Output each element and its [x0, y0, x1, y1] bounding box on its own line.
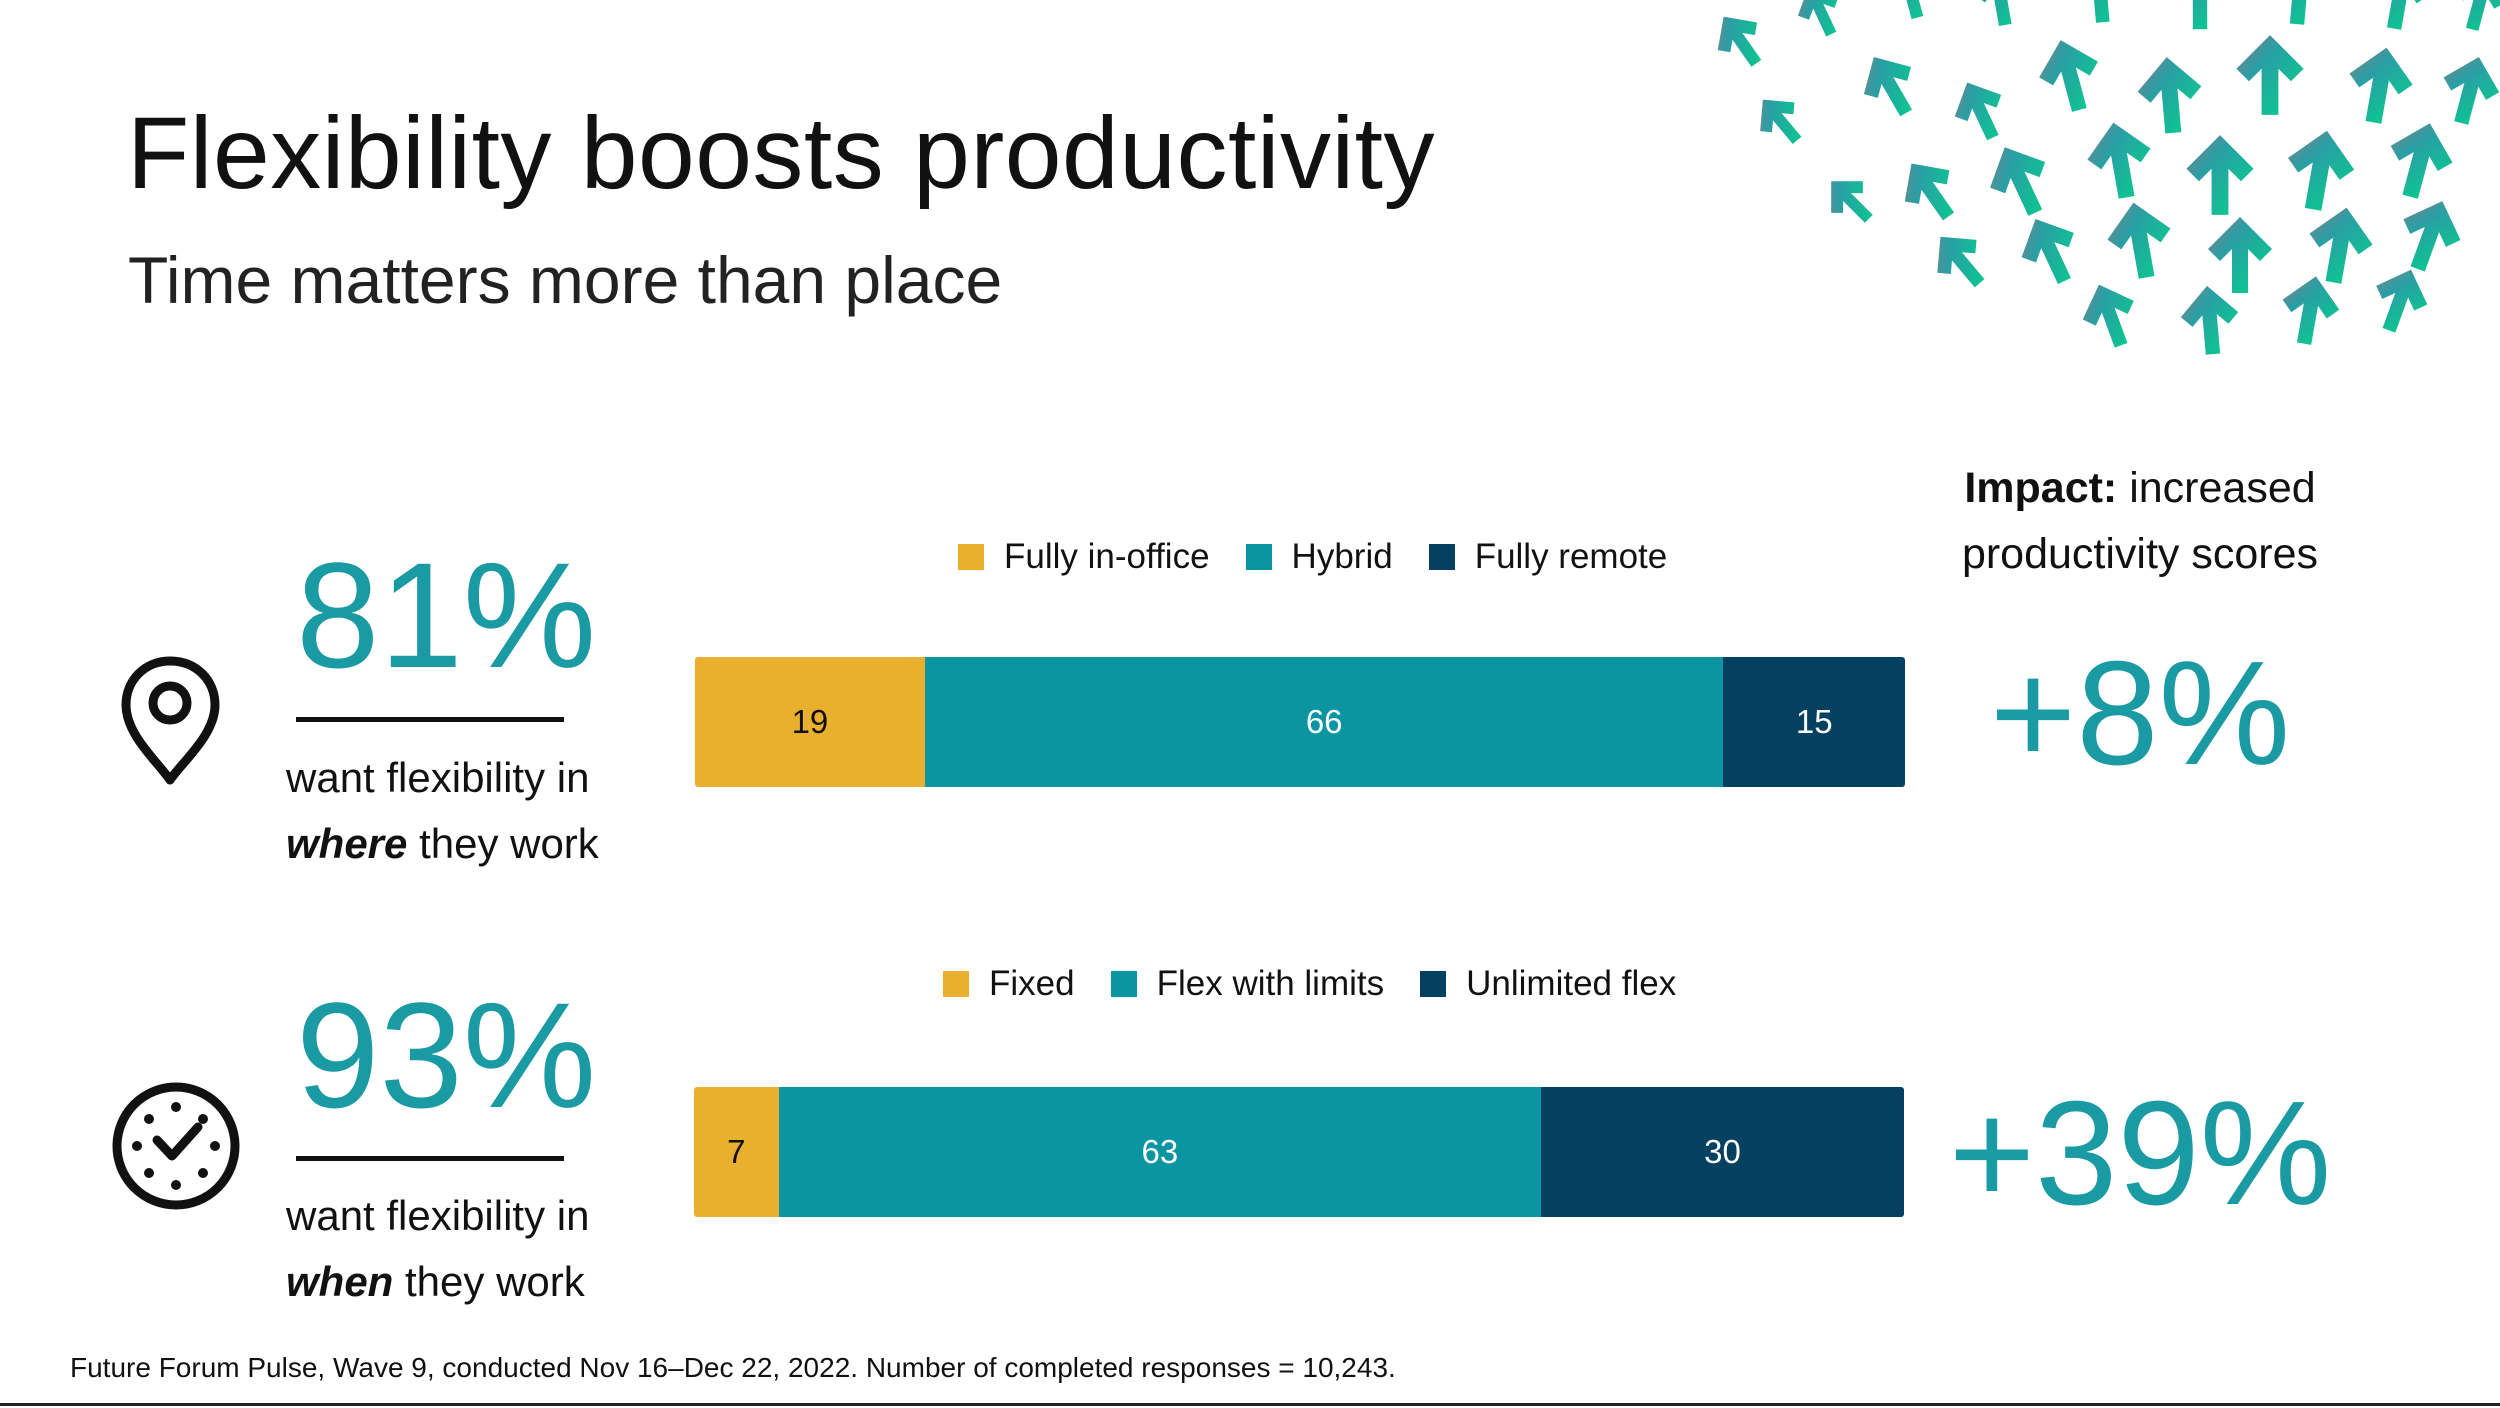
bar-segment: 30	[1540, 1087, 1904, 1217]
footnote: Future Forum Pulse, Wave 9, conducted No…	[70, 1352, 1396, 1383]
legend-label: Hybrid	[1291, 537, 1393, 576]
legend-swatch	[943, 971, 969, 997]
bar-data-label: 7	[727, 1133, 746, 1170]
page-subtitle: Time matters more than place	[128, 243, 1003, 317]
stat-when-desc: want flexibility in when they work	[286, 1183, 589, 1315]
bar-data-label: 66	[1305, 703, 1343, 740]
bar-segment: 66	[924, 657, 1724, 787]
bar-segment: 19	[695, 657, 925, 787]
bar-data-label: 30	[1704, 1133, 1741, 1170]
bar-segment: 15	[1723, 657, 1905, 787]
location-pin-icon	[118, 655, 223, 787]
bar-segment: 63	[778, 1087, 1541, 1217]
clock-icon	[110, 1080, 242, 1212]
page-title: Flexibility boosts productivity	[127, 96, 1435, 210]
stat-when-desc-line2: when they work	[286, 1249, 589, 1315]
bar-data-label: 63	[1141, 1133, 1179, 1170]
stat-divider	[296, 1156, 564, 1161]
legend-where: Fully in-office Hybrid Fully remote	[958, 537, 1703, 577]
stat-when-desc-line1: want flexibility in	[286, 1192, 590, 1239]
legend-label: Unlimited flex	[1466, 964, 1677, 1003]
legend-swatch	[1110, 971, 1137, 997]
legend-when: Fixed Flex with limits Unlimited flex	[943, 964, 1712, 1004]
legend-swatch	[1245, 544, 1272, 570]
emphasis-when: when	[286, 1258, 394, 1305]
stat-when-pct: 93%	[296, 971, 597, 1139]
legend-label: Fully in-office	[1004, 537, 1210, 576]
bar-data-label: 19	[791, 703, 829, 740]
impact-value-where: +8%	[1989, 631, 2291, 796]
legend-item: Fully remote	[1428, 537, 1668, 577]
bar-data-label: 15	[1795, 703, 1833, 740]
stacked-bar-where: 19 66 15	[695, 657, 1905, 787]
impact-label: Impact:	[1964, 464, 2118, 512]
legend-label: Flex with limits	[1156, 964, 1385, 1003]
legend-item: Fully in-office	[958, 537, 1210, 577]
legend-item: Fixed	[943, 964, 1075, 1004]
legend-item: Flex with limits	[1110, 964, 1385, 1004]
legend-label: Fully remote	[1474, 537, 1668, 576]
impact-value-when: +39%	[1948, 1071, 2332, 1236]
stat-where-desc-line2: where they work	[286, 811, 599, 877]
bar-segment: 7	[694, 1087, 779, 1217]
legend-swatch	[1428, 544, 1455, 570]
up-arrows-pattern	[1703, 0, 2500, 357]
legend-label: Fixed	[989, 964, 1075, 1003]
stat-divider	[296, 717, 564, 722]
stat-when-desc-rest: they work	[405, 1258, 585, 1305]
emphasis-where: where	[286, 820, 408, 867]
impact-heading: Impact: increased productivity scores	[1900, 455, 2380, 587]
stat-where-desc: want flexibility in where they work	[286, 745, 599, 877]
stat-where-desc-rest: they work	[419, 820, 599, 867]
legend-item: Hybrid	[1245, 537, 1393, 577]
legend-swatch	[958, 544, 984, 570]
stat-where-pct: 81%	[296, 531, 597, 699]
legend-swatch	[1420, 971, 1447, 997]
bottom-divider	[0, 1403, 2500, 1406]
legend-item: Unlimited flex	[1420, 964, 1676, 1004]
impact-text: increased productivity scores	[1961, 464, 2319, 578]
stat-where-desc-line1: want flexibility in	[286, 754, 590, 801]
stacked-bar-when: 7 63 30	[694, 1087, 1904, 1217]
